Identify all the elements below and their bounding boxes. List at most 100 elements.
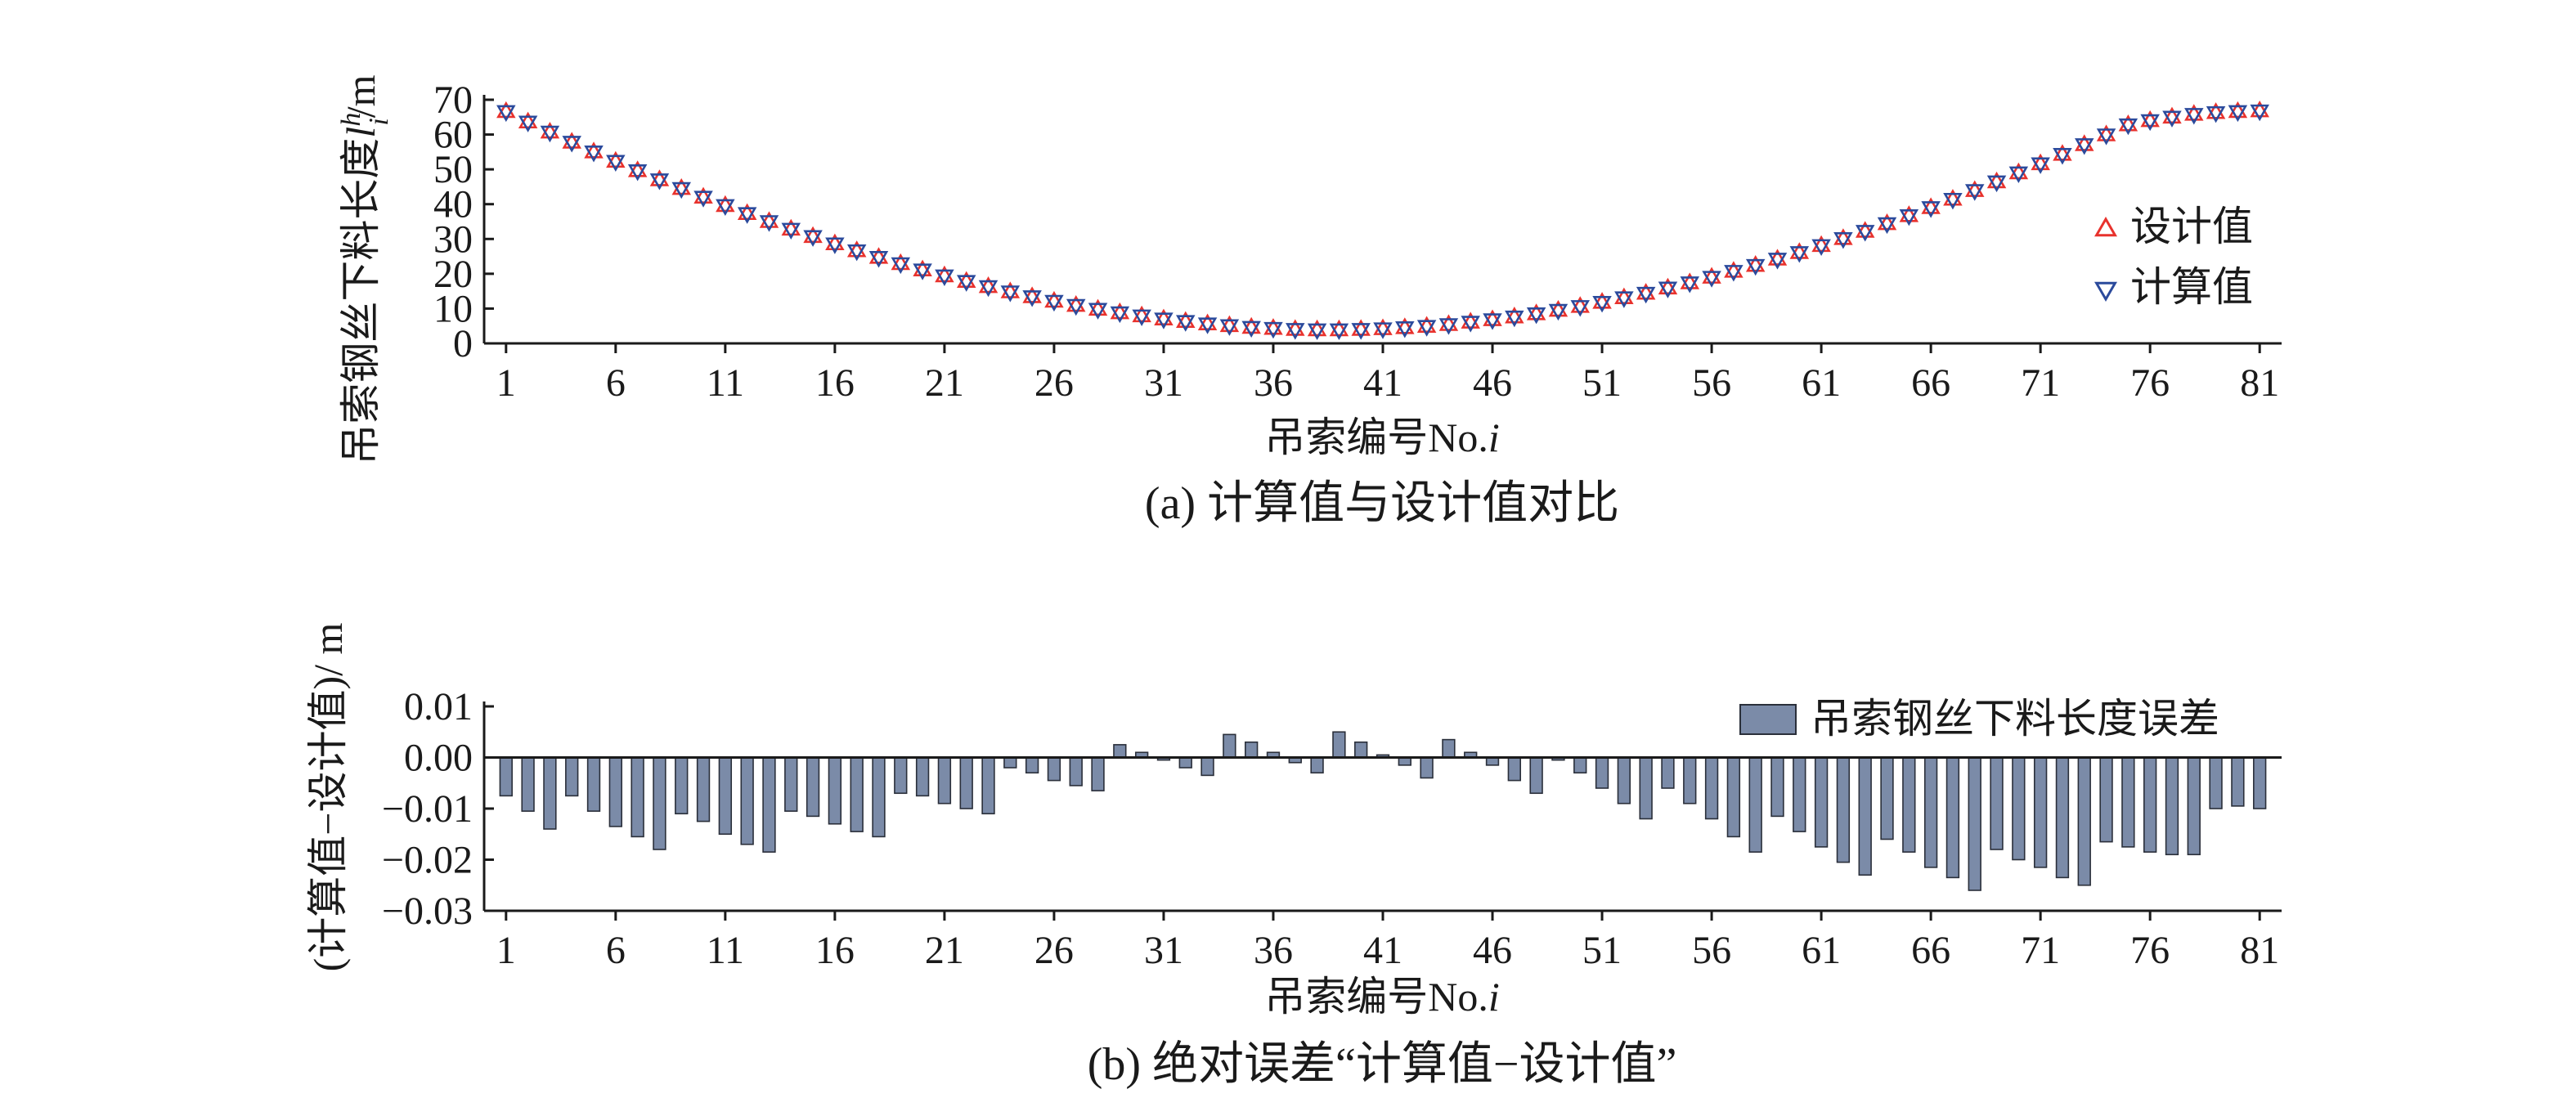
design-value-point bbox=[649, 169, 670, 186]
computed-value-point bbox=[1767, 253, 1788, 270]
design-value-point bbox=[1088, 298, 1108, 316]
panel-a-x-tick-label: 26 bbox=[1034, 361, 1074, 405]
panel-a-x-tick-label: 56 bbox=[1692, 361, 1731, 405]
error-bar bbox=[2165, 756, 2179, 856]
error-bar bbox=[1595, 756, 1609, 789]
panel-b-y-tick-label: −0.01 bbox=[382, 787, 473, 831]
computed-value-point bbox=[562, 136, 581, 153]
panel-b-x-tick-label: 61 bbox=[1802, 929, 1841, 972]
panel-a-x-axis-title: 吊索编号No.i bbox=[1264, 415, 1500, 460]
design-value-point bbox=[1461, 311, 1480, 329]
design-value-point bbox=[1373, 318, 1393, 335]
design-value-point bbox=[518, 111, 538, 129]
design-value-point bbox=[562, 132, 581, 149]
design-value-point bbox=[2053, 144, 2072, 161]
computed-value-point bbox=[1833, 232, 1853, 249]
panel-a-x-tick-label: 41 bbox=[1363, 361, 1402, 405]
design-value-point bbox=[1767, 249, 1788, 266]
panel-a-x-tick-label: 31 bbox=[1144, 361, 1183, 405]
panel-a-data-points bbox=[496, 101, 2269, 341]
computed-value-point bbox=[891, 257, 911, 275]
computed-value-point bbox=[2184, 108, 2204, 125]
panel-a-legend: 设计值 计算值 bbox=[2094, 204, 2253, 310]
design-value-point bbox=[1614, 287, 1634, 305]
design-value-point bbox=[2075, 134, 2094, 151]
computed-value-point bbox=[2140, 114, 2160, 132]
computed-value-point bbox=[2031, 157, 2050, 174]
computed-value-point bbox=[1286, 323, 1305, 340]
error-bar bbox=[1880, 756, 1894, 840]
design-value-point bbox=[935, 265, 954, 283]
error-bar bbox=[1091, 756, 1105, 791]
computed-value-point bbox=[1614, 291, 1634, 308]
computed-value-point bbox=[1548, 303, 1568, 321]
error-bar bbox=[1770, 756, 1784, 818]
panel-a-x-tick-label: 71 bbox=[2021, 361, 2060, 405]
design-value-point bbox=[693, 186, 713, 204]
panel-b-bars bbox=[499, 731, 2267, 891]
computed-value-point bbox=[1132, 309, 1151, 326]
design-value-point bbox=[1811, 235, 1831, 253]
computed-value-point bbox=[627, 164, 648, 182]
computed-value-point bbox=[2228, 105, 2248, 123]
design-value-point bbox=[1702, 267, 1721, 284]
error-bar bbox=[1244, 741, 1259, 759]
design-value-point bbox=[2096, 124, 2116, 141]
error-bar bbox=[1178, 756, 1192, 769]
design-value-point bbox=[2206, 102, 2226, 119]
computed-value-point bbox=[1329, 323, 1349, 341]
design-value-point bbox=[1505, 307, 1524, 324]
design-value-point bbox=[1219, 315, 1240, 333]
panel-a-x-tick-label: 36 bbox=[1254, 361, 1293, 405]
computed-value-point bbox=[671, 182, 691, 199]
design-value-point bbox=[1636, 283, 1656, 300]
computed-value-point bbox=[1964, 184, 1985, 201]
error-bar bbox=[1069, 756, 1083, 787]
design-value-point bbox=[868, 247, 889, 264]
error-bar bbox=[1442, 738, 1456, 759]
panel-a-x-tick-label: 46 bbox=[1473, 361, 1512, 405]
design-value-point bbox=[1943, 189, 1963, 206]
computed-value-point bbox=[2096, 128, 2116, 146]
panel-b-x-tick-label: 46 bbox=[1473, 929, 1512, 972]
error-bar bbox=[1507, 756, 1522, 782]
error-bar bbox=[2012, 756, 2026, 861]
computed-value-point bbox=[1680, 276, 1700, 294]
computed-value-point bbox=[781, 222, 801, 240]
error-bar bbox=[1003, 756, 1017, 769]
panel-b-x-tick-label: 71 bbox=[2021, 929, 2060, 972]
error-bar bbox=[1683, 756, 1697, 804]
design-value-point bbox=[2008, 162, 2029, 180]
computed-value-point bbox=[978, 280, 999, 298]
design-value-point bbox=[671, 177, 691, 195]
computed-value-point bbox=[2250, 104, 2269, 122]
panel-b-axes bbox=[482, 701, 2282, 921]
panel-b-x-tick-label: 31 bbox=[1144, 929, 1183, 972]
panel-a-y-tick-label: 20 bbox=[433, 253, 473, 296]
computed-value-point bbox=[913, 263, 932, 280]
panel-a-x-tick-label: 1 bbox=[496, 361, 516, 405]
computed-value-point bbox=[846, 244, 867, 262]
design-value-point bbox=[1197, 313, 1218, 330]
design-value-point bbox=[1154, 308, 1174, 326]
computed-value-point bbox=[606, 155, 626, 172]
legend-label-computed-value: 计算值 bbox=[2130, 264, 2253, 310]
error-bar bbox=[499, 756, 513, 797]
design-value-point bbox=[803, 226, 823, 244]
error-bar bbox=[1902, 756, 1916, 853]
error-bar bbox=[521, 756, 535, 812]
design-value-point bbox=[1986, 171, 2007, 189]
computed-value-point bbox=[759, 215, 779, 232]
design-value-point bbox=[759, 211, 779, 228]
design-value-point bbox=[2162, 106, 2182, 124]
computed-value-point bbox=[1899, 208, 1919, 226]
error-bar bbox=[1726, 756, 1741, 838]
error-bar bbox=[828, 756, 842, 825]
design-value-point bbox=[2118, 114, 2138, 132]
computed-value-point bbox=[1373, 322, 1393, 339]
computed-value-point bbox=[693, 190, 713, 208]
design-value-point bbox=[1022, 286, 1042, 303]
design-value-point bbox=[1416, 316, 1437, 333]
computed-value-point bbox=[496, 105, 516, 123]
